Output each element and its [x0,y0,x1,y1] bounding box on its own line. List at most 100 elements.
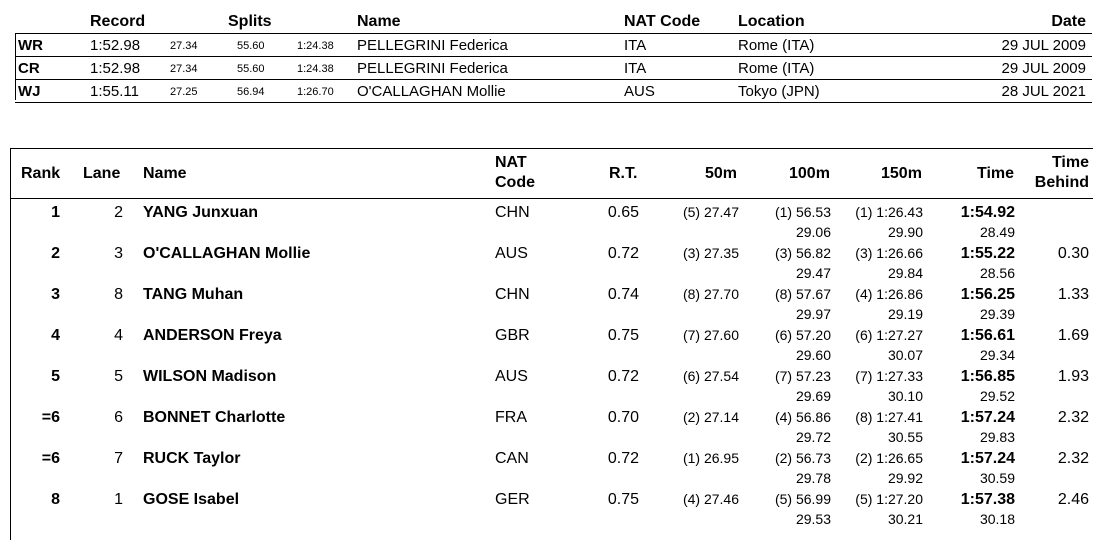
result-lap-final: 29.83 [979,429,1015,445]
result-lane: 6 [114,409,123,426]
record-split-3: 1:26.70 [297,86,334,98]
result-lane: 7 [114,450,123,467]
result-name: BONNET Charlotte [143,409,286,426]
result-rt: 0.74 [607,286,639,303]
result-name: TANG Muhan [143,286,244,303]
result-split-50m: (2) 27.14 [682,409,739,425]
result-row: 8 1 GOSE Isabel GER 0.75 (4) 27.46 (5) 56.99 29… [11,488,1093,529]
result-name: GOSE Isabel [143,491,240,508]
result-split-150m: (4) 1:26.86 [855,286,923,302]
result-time-behind: 2.32 [1057,409,1089,426]
record-split-1: 27.25 [170,86,198,98]
record-nat: AUS [624,83,655,100]
header-100m: 100m [789,165,830,182]
results-top-border [11,148,1093,149]
result-time: 1:57.24 [960,450,1015,467]
record-time: 1:55.11 [90,83,139,100]
records-left-border [15,33,16,100]
result-lap-100m: 29.60 [795,347,831,363]
header-lane: Lane [83,165,121,182]
record-split-2: 55.60 [237,63,265,75]
result-row: 2 3 O'CALLAGHAN Mollie AUS 0.72 (3) 27.35 (3) … [11,242,1093,283]
result-rt: 0.72 [607,245,639,262]
result-row: 1 2 YANG Junxuan CHN 0.65 (5) 27.47 (1) 56.53 2… [11,201,1093,242]
result-split-100m: (2) 56.73 [774,450,831,466]
record-split-3: 1:24.38 [297,63,334,75]
result-split-150m: (6) 1:27.27 [855,327,923,343]
result-lap-150m: 30.21 [887,511,923,527]
record-split-2: 55.60 [237,40,265,52]
result-lap-100m: 29.06 [795,224,831,240]
results-header-border [11,198,1093,199]
result-name: ANDERSON Freya [143,327,282,344]
result-name: WILSON Madison [143,368,277,385]
result-lap-100m: 29.72 [795,429,831,445]
result-lap-final: 30.18 [979,511,1015,527]
result-name: O'CALLAGHAN Mollie [143,245,311,262]
record-split-2: 56.94 [237,86,265,98]
result-lane: 5 [114,368,123,385]
result-rank: 2 [51,245,60,262]
result-lane: 4 [114,327,123,344]
result-rt: 0.70 [607,409,639,426]
record-location: Tokyo (JPN) [738,83,820,100]
result-time-behind: 0.30 [1057,245,1089,262]
record-code: CR [18,60,40,77]
result-lap-final: 29.39 [979,306,1015,322]
result-nat: CHN [495,286,530,303]
result-split-150m: (8) 1:27.41 [855,409,923,425]
header-location: Location [738,13,805,30]
result-split-50m: (7) 27.60 [682,327,739,343]
result-rank: 3 [51,286,60,303]
header-code: Code [495,174,535,191]
result-lap-100m: 29.47 [795,265,831,281]
result-nat: CHN [495,204,530,221]
header-nat-code: NAT Code [624,13,701,30]
result-split-100m: (7) 57.23 [774,368,831,384]
result-row: 4 4 ANDERSON Freya GBR 0.75 (7) 27.60 (6) 57.2… [11,324,1093,365]
result-lap-150m: 30.10 [887,388,923,404]
result-split-50m: (6) 27.54 [682,368,739,384]
results-table: Rank Lane Name NAT Code R.T. 50m 100m 15… [10,148,1093,540]
record-name: O'CALLAGHAN Mollie [357,83,506,100]
record-row: WJ 1:55.11 27.25 56.94 1:26.70 O'CALLAGHAN Mo… [15,80,1092,103]
result-nat: AUS [495,368,528,385]
result-nat: AUS [495,245,528,262]
record-row: CR 1:52.98 27.34 55.60 1:24.38 PELLEGRINI Fed… [15,57,1092,80]
header-nat: NAT [495,154,527,171]
result-split-50m: (3) 27.35 [682,245,739,261]
result-time-behind: 1.93 [1057,368,1089,385]
header-splits: Splits [228,13,272,30]
result-split-100m: (5) 56.99 [774,491,831,507]
result-time-behind: 2.46 [1057,491,1089,508]
record-date: 29 JUL 2009 [1001,60,1086,77]
result-lane: 3 [114,245,123,262]
header-time-behind-2: Behind [1034,174,1089,191]
result-nat: FRA [495,409,527,426]
record-time: 1:52.98 [90,60,141,77]
result-lap-100m: 29.69 [795,388,831,404]
result-nat: GBR [495,327,530,344]
result-rank: =6 [41,450,60,467]
result-time: 1:57.24 [960,409,1015,426]
result-time: 1:56.61 [960,327,1015,344]
record-name: PELLEGRINI Federica [357,37,508,54]
result-time: 1:56.85 [960,368,1015,385]
result-rank: 4 [51,327,60,344]
result-time: 1:56.25 [960,286,1015,303]
result-lane: 1 [114,491,123,508]
result-lap-100m: 29.78 [795,470,831,486]
result-lap-final: 29.34 [979,347,1015,363]
result-split-50m: (1) 26.95 [682,450,739,466]
record-name: PELLEGRINI Federica [357,60,508,77]
result-rt: 0.72 [607,450,639,467]
record-code: WJ [18,83,41,100]
records-table: Record Splits Name NAT Code Location Dat… [15,12,1092,103]
result-row: 5 5 WILSON Madison AUS 0.72 (6) 27.54 (7) 57.2… [11,365,1093,406]
result-lap-150m: 29.90 [887,224,923,240]
result-row: 3 8 TANG Muhan CHN 0.74 (8) 27.70 (8) 57.67 29.… [11,283,1093,324]
result-split-100m: (6) 57.20 [774,327,831,343]
header-name: Name [357,13,401,30]
result-split-150m: (1) 1:26.43 [855,204,923,220]
result-rank: =6 [41,409,60,426]
